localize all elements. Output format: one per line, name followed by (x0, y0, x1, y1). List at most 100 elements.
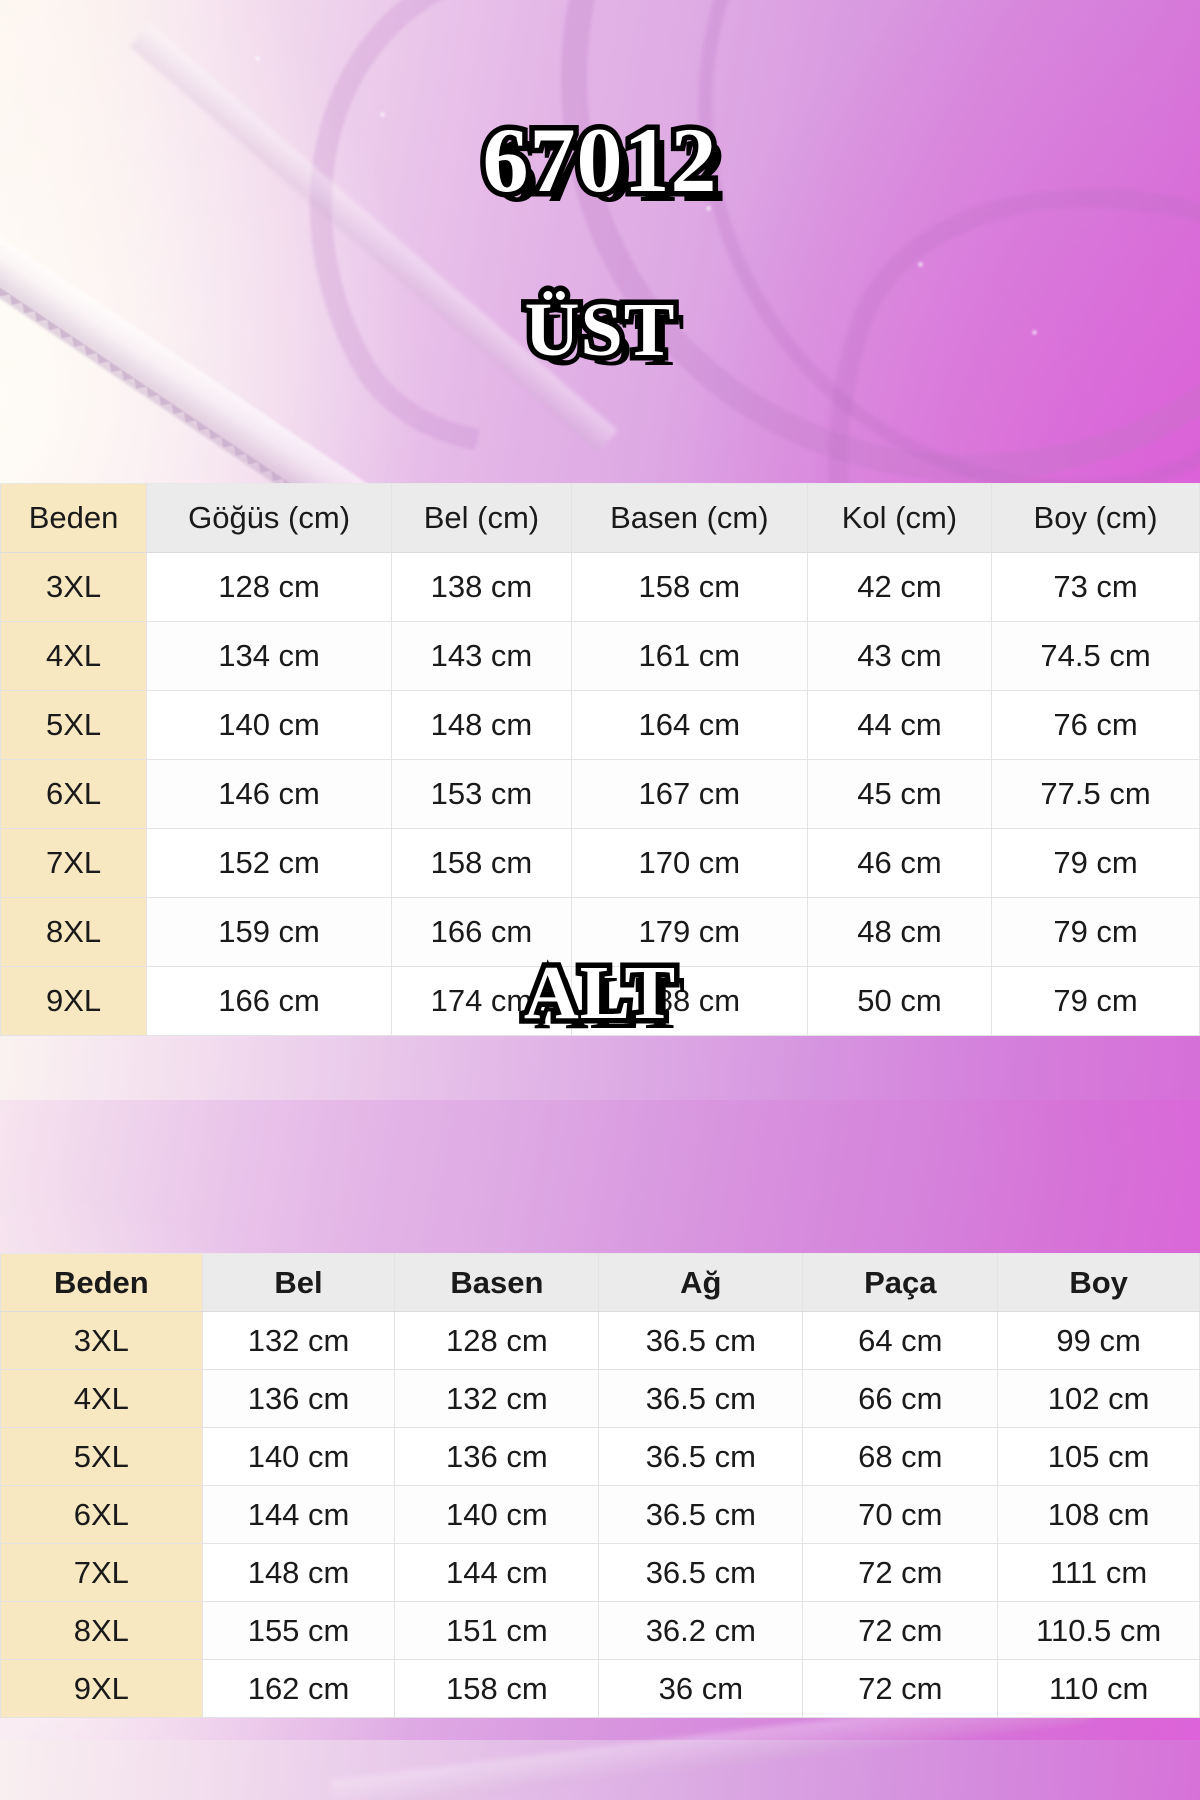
product-code-title: 67012 (477, 109, 722, 212)
size-label-cell: 8XL (0, 1601, 203, 1660)
size-label-cell: 4XL (0, 1369, 203, 1428)
size-label-cell: 3XL (0, 552, 148, 622)
size-table-alt: Beden Bel Basen Ağ Paça Boy 3XL 132 cm 128 cm 36… (0, 1253, 1200, 1718)
sparkle-icon (1032, 330, 1037, 335)
measurement-cell: 44 cm (806, 690, 993, 760)
size-label-cell: 4XL (0, 621, 148, 691)
measurement-cell: 77.5 cm (991, 759, 1200, 829)
measurement-cell: 161 cm (570, 621, 808, 691)
measurement-cell: 167 cm (570, 759, 808, 829)
sparkle-icon (918, 262, 923, 267)
column-header-beden: Beden (0, 1253, 203, 1312)
table-row: 6XL 146 cm 153 cm 167 cm 45 cm 77.5 cm (0, 759, 1200, 829)
measurement-cell: 144 cm (201, 1485, 396, 1544)
measurement-cell: 72 cm (802, 1659, 999, 1718)
measurement-cell: 128 cm (394, 1311, 600, 1370)
measurement-cell: 174 cm (391, 966, 572, 1036)
measurement-cell: 136 cm (394, 1427, 600, 1486)
sparkle-icon (380, 112, 385, 117)
column-header-col4: Kol (cm) (806, 483, 993, 553)
measurement-cell: 36.5 cm (598, 1311, 804, 1370)
measurement-cell: 73 cm (991, 552, 1200, 622)
size-label-cell: 8XL (0, 897, 148, 967)
measurement-cell: 162 cm (201, 1659, 396, 1718)
measurement-cell: 132 cm (394, 1369, 600, 1428)
measurement-cell: 151 cm (394, 1601, 600, 1660)
measurement-cell: 132 cm (201, 1311, 396, 1370)
measurement-cell: 140 cm (201, 1427, 396, 1486)
measurement-cell: 128 cm (146, 552, 393, 622)
column-header-col2: Bel (cm) (391, 483, 572, 553)
measurement-cell: 72 cm (802, 1601, 999, 1660)
measurement-cell: 155 cm (201, 1601, 396, 1660)
table-row: 9XL 162 cm 158 cm 36 cm 72 cm 110 cm (0, 1659, 1200, 1718)
column-header-col1: Göğüs (cm) (146, 483, 393, 553)
background-bottom-band (0, 1740, 1200, 1800)
measurement-cell: 158 cm (394, 1659, 600, 1718)
measurement-cell: 144 cm (394, 1543, 600, 1602)
size-table-alt-head: Beden Bel Basen Ağ Paça Boy (0, 1253, 1200, 1312)
size-table-ust: Beden Göğüs (cm) Bel (cm) Basen (cm) Kol (cm… (0, 483, 1200, 1036)
measurement-cell: 108 cm (997, 1485, 1200, 1544)
table-header-row: Beden Göğüs (cm) Bel (cm) Basen (cm) Kol (cm… (0, 483, 1200, 553)
measurement-cell: 143 cm (391, 621, 572, 691)
measurement-cell: 99 cm (997, 1311, 1200, 1370)
measurement-cell: 66 cm (802, 1369, 999, 1428)
table-row: 5XL 140 cm 148 cm 164 cm 44 cm 76 cm (0, 690, 1200, 760)
measurement-cell: 148 cm (201, 1543, 396, 1602)
measurement-cell: 42 cm (806, 552, 993, 622)
table-row: 3XL 128 cm 138 cm 158 cm 42 cm 73 cm (0, 552, 1200, 622)
column-header-beden: Beden (0, 483, 148, 553)
measurement-cell: 179 cm (570, 897, 808, 967)
measurement-cell: 79 cm (991, 828, 1200, 898)
measurement-cell: 159 cm (146, 897, 393, 967)
measurement-cell: 138 cm (391, 552, 572, 622)
table-row: 6XL 144 cm 140 cm 36.5 cm 70 cm 108 cm (0, 1485, 1200, 1544)
column-header-col5: Boy (cm) (991, 483, 1200, 553)
measurement-cell: 111 cm (997, 1543, 1200, 1602)
table-row: 8XL 159 cm 166 cm 179 cm 48 cm 79 cm (0, 897, 1200, 967)
measurement-cell: 158 cm (391, 828, 572, 898)
table-row: 9XL 166 cm 174 cm 188 cm 50 cm 79 cm (0, 966, 1200, 1036)
column-header-col2: Basen (394, 1253, 600, 1312)
table-row: 5XL 140 cm 136 cm 36.5 cm 68 cm 105 cm (0, 1427, 1200, 1486)
measurement-cell: 152 cm (146, 828, 393, 898)
sparkle-icon (706, 206, 711, 211)
size-label-cell: 9XL (0, 966, 148, 1036)
column-header-col5: Boy (997, 1253, 1200, 1312)
column-header-col1: Bel (201, 1253, 396, 1312)
measurement-cell: 70 cm (802, 1485, 999, 1544)
section-title-alt: ALT (518, 950, 680, 1037)
measurement-cell: 36.5 cm (598, 1485, 804, 1544)
measurement-cell: 64 cm (802, 1311, 999, 1370)
size-label-cell: 5XL (0, 690, 148, 760)
measurement-cell: 43 cm (806, 621, 993, 691)
measurement-cell: 79 cm (991, 966, 1200, 1036)
measurement-cell: 158 cm (570, 552, 808, 622)
measurement-cell: 74.5 cm (991, 621, 1200, 691)
measurement-cell: 45 cm (806, 759, 993, 829)
measurement-cell: 110 cm (997, 1659, 1200, 1718)
measurement-cell: 146 cm (146, 759, 393, 829)
measurement-cell: 79 cm (991, 897, 1200, 967)
measurement-cell: 134 cm (146, 621, 393, 691)
measurement-cell: 72 cm (802, 1543, 999, 1602)
table-row: 8XL 155 cm 151 cm 36.2 cm 72 cm 110.5 cm (0, 1601, 1200, 1660)
measurement-cell: 140 cm (146, 690, 393, 760)
measurement-cell: 46 cm (806, 828, 993, 898)
measurement-cell: 105 cm (997, 1427, 1200, 1486)
size-label-cell: 5XL (0, 1427, 203, 1486)
sparkle-icon (255, 56, 260, 61)
column-header-col3: Ağ (598, 1253, 804, 1312)
measurement-cell: 166 cm (146, 966, 393, 1036)
size-label-cell: 3XL (0, 1311, 203, 1370)
measurement-cell: 68 cm (802, 1427, 999, 1486)
measurement-cell: 166 cm (391, 897, 572, 967)
measurement-cell: 148 cm (391, 690, 572, 760)
measurement-cell: 102 cm (997, 1369, 1200, 1428)
table-row: 7XL 148 cm 144 cm 36.5 cm 72 cm 111 cm (0, 1543, 1200, 1602)
size-table-alt-body: 3XL 132 cm 128 cm 36.5 cm 64 cm 99 cm 4XL 136 c… (0, 1311, 1200, 1718)
size-label-cell: 7XL (0, 828, 148, 898)
measurement-cell: 36 cm (598, 1659, 804, 1718)
measurement-cell: 76 cm (991, 690, 1200, 760)
